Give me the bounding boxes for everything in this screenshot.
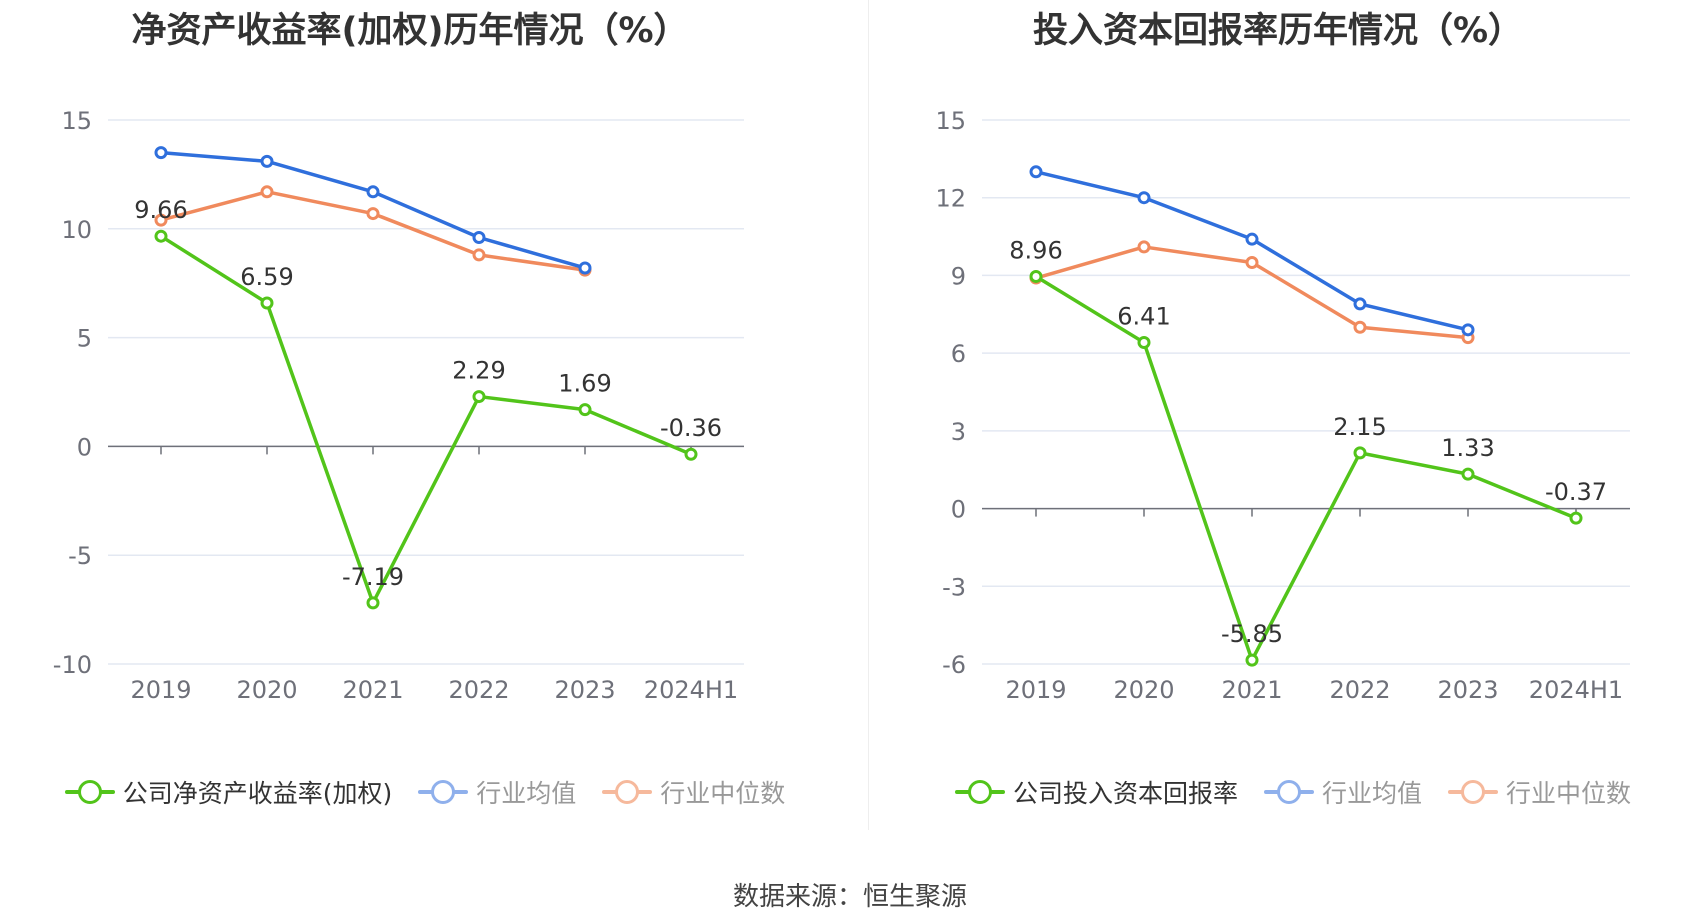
- x-tick-label: 2019: [1005, 676, 1066, 704]
- data-point: [1137, 336, 1151, 350]
- data-point: [1461, 467, 1475, 481]
- data-point: [1245, 232, 1259, 246]
- x-tick-label: 2023: [554, 676, 615, 704]
- data-point: [154, 213, 168, 227]
- roic-chart-title: 投入资本回报率历年情况（%）: [1032, 11, 1524, 51]
- y-tick-label: 6: [951, 340, 966, 368]
- legend-item-company-roic[interactable]: 公司投入资本回报率: [954, 774, 1238, 810]
- roe-chart-plot: 15 10 5 0 -5 -10 2019 2020 2021 2022 2023 2024H1 9.6…: [53, 107, 744, 704]
- data-label: 6.41: [1117, 303, 1170, 331]
- data-point: [1461, 323, 1475, 337]
- legend-marker-icon: [418, 780, 469, 804]
- roic-chart-legend: 公司投入资本回报率 行业均值 行业中位数: [868, 774, 1700, 810]
- series-line: [1035, 170, 1469, 332]
- data-label: 9.66: [134, 196, 187, 224]
- x-tick-label: 2021: [1221, 676, 1282, 704]
- roe-chart-legend: 公司净资产收益率(加权) 行业均值 行业中位数: [0, 774, 850, 810]
- x-tick-label: 2024H1: [644, 676, 738, 704]
- data-point: [578, 261, 592, 275]
- legend-marker-icon: [1263, 780, 1314, 804]
- data-label: -5.85: [1221, 620, 1283, 648]
- data-point: [472, 248, 486, 262]
- series-line: [160, 190, 586, 272]
- data-point: [1137, 240, 1151, 254]
- y-tick-label: 0: [951, 496, 966, 524]
- data-point: [154, 146, 168, 160]
- y-tick-label: 15: [935, 107, 966, 135]
- data-point: [154, 229, 168, 243]
- legend-item-industry-mean[interactable]: 行业均值: [418, 774, 576, 810]
- y-tick-label: 9: [951, 262, 966, 290]
- data-point: [1029, 165, 1043, 179]
- y-tick-label: 0: [77, 433, 92, 461]
- x-tick-label: 2021: [342, 676, 403, 704]
- y-tick-label: 3: [951, 418, 966, 446]
- legend-marker-icon: [602, 780, 653, 804]
- legend-label: 行业均值: [476, 779, 577, 808]
- legend-item-industry-median[interactable]: 行业中位数: [602, 774, 785, 810]
- y-tick-label: -3: [942, 573, 966, 601]
- data-label: 6.59: [240, 263, 293, 291]
- data-point: [1353, 320, 1367, 334]
- x-tick-label: 2022: [1329, 676, 1390, 704]
- data-label: 2.15: [1333, 413, 1386, 441]
- data-point: [366, 207, 380, 221]
- legend-item-industry-median[interactable]: 行业中位数: [1448, 774, 1631, 810]
- data-point: [260, 185, 274, 199]
- series-line: [1035, 274, 1577, 662]
- data-point: [366, 596, 380, 610]
- data-point: [1353, 446, 1367, 460]
- data-label: -7.19: [342, 563, 404, 591]
- legend-item-industry-mean[interactable]: 行业均值: [1263, 774, 1422, 810]
- x-tick-label: 2023: [1437, 676, 1498, 704]
- legend-label: 公司净资产收益率(加权): [122, 779, 393, 808]
- y-tick-label: -6: [942, 651, 966, 679]
- x-tick-label: 2020: [1113, 676, 1174, 704]
- data-label: -0.36: [660, 414, 722, 442]
- x-tick-label: 2022: [448, 676, 509, 704]
- legend-label: 公司投入资本回报率: [1012, 779, 1238, 808]
- data-point: [684, 447, 698, 461]
- y-tick-label: 15: [61, 107, 92, 135]
- data-point: [1245, 255, 1259, 269]
- data-source-note: 数据来源：恒生聚源: [732, 882, 967, 912]
- legend-label: 行业中位数: [1506, 779, 1632, 808]
- y-tick-label: -5: [68, 542, 92, 570]
- y-tick-label: 10: [61, 216, 92, 244]
- data-point: [260, 154, 274, 168]
- data-label: 2.29: [452, 357, 505, 385]
- y-tick-label: 5: [77, 325, 92, 353]
- x-tick-label: 2019: [130, 676, 191, 704]
- data-point: [1029, 269, 1043, 283]
- data-point: [472, 390, 486, 404]
- data-point: [578, 403, 592, 417]
- roic-chart-panel: 投入资本回报率历年情况（%） 15 12 9 6 3 0 -3 -6 2019 2020 2021 2…: [868, 0, 1700, 830]
- data-point: [366, 185, 380, 199]
- panel-divider: [868, 0, 869, 830]
- roe-chart-title: 净资产收益率(加权)历年情况（%）: [131, 11, 689, 51]
- data-point: [1353, 297, 1367, 311]
- data-label: 8.96: [1009, 236, 1062, 264]
- legend-marker-icon: [954, 780, 1005, 804]
- data-point: [472, 231, 486, 245]
- y-tick-label: -10: [53, 651, 92, 679]
- data-point: [260, 296, 274, 310]
- legend-label: 行业均值: [1321, 779, 1422, 808]
- roe-chart-panel: 净资产收益率(加权)历年情况（%） 15 10 5 0 -5 -10 2019 2020 202…: [0, 0, 850, 830]
- data-label: 1.69: [558, 370, 611, 398]
- legend-marker-icon: [1448, 780, 1498, 804]
- y-tick-label: 12: [935, 185, 966, 213]
- data-label: -0.37: [1545, 478, 1607, 506]
- data-label: 1.33: [1441, 434, 1494, 462]
- x-tick-label: 2020: [236, 676, 297, 704]
- data-point: [1245, 653, 1259, 667]
- series-line: [160, 234, 692, 605]
- legend-label: 行业中位数: [660, 779, 786, 808]
- legend-item-company-roe[interactable]: 公司净资产收益率(加权): [64, 774, 393, 810]
- roic-chart-plot: 15 12 9 6 3 0 -3 -6 2019 2020 2021 2022 2023 2024H1 8.…: [935, 107, 1630, 704]
- data-point: [1137, 191, 1151, 205]
- legend-marker-icon: [64, 780, 115, 804]
- data-point: [1569, 511, 1583, 525]
- x-tick-label: 2024H1: [1529, 676, 1623, 704]
